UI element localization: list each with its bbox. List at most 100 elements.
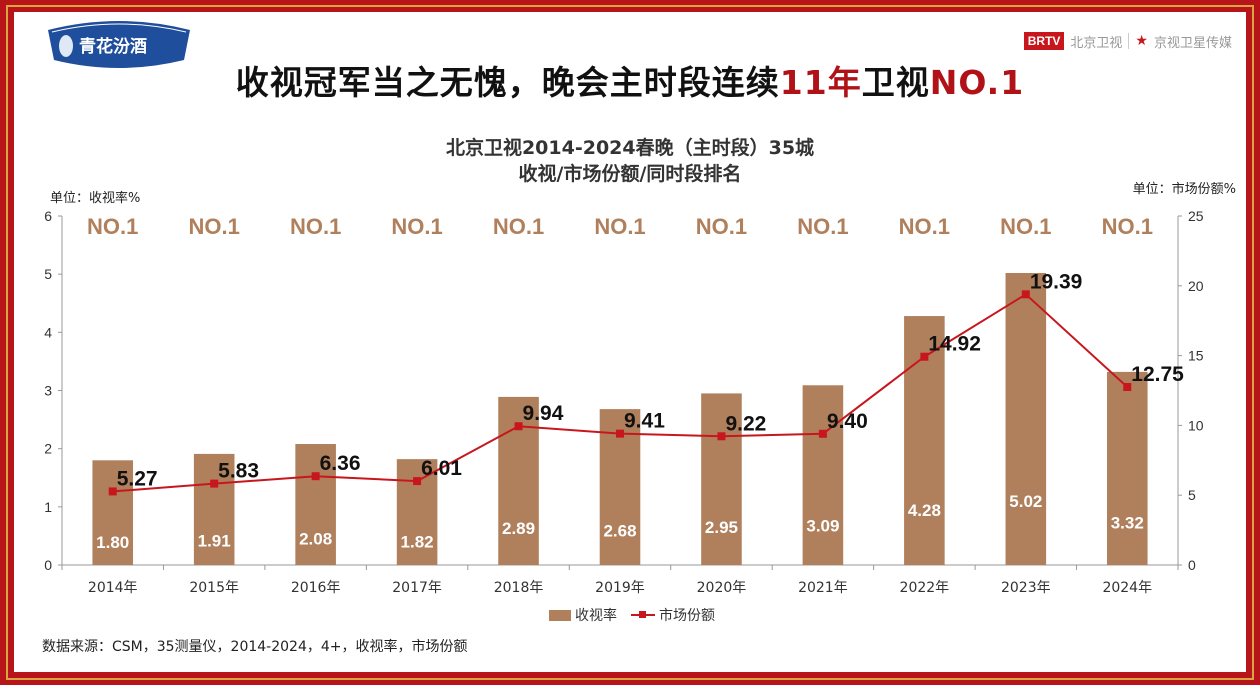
bar-value-label: 4.28 bbox=[908, 501, 941, 520]
data-source-note: 数据来源：CSM，35测量仪，2014-2024，4+，收视率，市场份额 bbox=[42, 639, 468, 655]
gold-border bbox=[6, 5, 1254, 680]
left-axis-unit: 单位：收视率% bbox=[50, 191, 141, 206]
bar-value-label: 1.80 bbox=[96, 533, 129, 552]
right-tick-label: 15 bbox=[1188, 348, 1204, 364]
share-value-label: 5.27 bbox=[117, 467, 158, 490]
share-marker bbox=[1021, 290, 1030, 299]
share-marker bbox=[311, 472, 320, 481]
legend-line-label: 市场份额 bbox=[659, 608, 715, 624]
rank-label: NO.1 bbox=[391, 214, 442, 239]
slide-panel: 青花汾酒 BRTV 北京卫视 ★ 京视卫星传媒 收视冠军当之无愧，晚会主时段连续… bbox=[14, 12, 1246, 672]
share-value-label: 9.40 bbox=[827, 410, 868, 433]
right-tick-label: 20 bbox=[1188, 278, 1204, 294]
rank-label: NO.1 bbox=[189, 214, 240, 239]
share-marker bbox=[717, 432, 726, 441]
rank-label: NO.1 bbox=[899, 214, 950, 239]
rank-label: NO.1 bbox=[87, 214, 138, 239]
legend-line-swatch bbox=[631, 611, 655, 618]
share-value-label: 6.36 bbox=[320, 452, 361, 475]
bar-value-label: 2.68 bbox=[603, 522, 636, 541]
chart-subtitle: 收视/市场份额/同时段排名 bbox=[518, 163, 742, 185]
chart-title: 北京卫视2014-2024春晚（主时段）35城 bbox=[445, 137, 815, 159]
left-tick-label: 5 bbox=[44, 266, 52, 282]
x-tick-label: 2023年 bbox=[1001, 580, 1051, 596]
title-part-2: 11年 bbox=[779, 63, 862, 102]
share-marker bbox=[413, 477, 422, 486]
rank-label: NO.1 bbox=[1102, 214, 1153, 239]
chart-legend: 收视率 市场份额 bbox=[549, 605, 715, 625]
x-tick-label: 2017年 bbox=[392, 580, 442, 596]
right-tick-label: 5 bbox=[1188, 487, 1196, 503]
share-marker bbox=[1123, 383, 1132, 392]
x-tick-label: 2022年 bbox=[900, 580, 950, 596]
share-value-label: 9.22 bbox=[725, 412, 766, 435]
combo-chart: 0 1 2 3 4 5 6 0 5 10 15 20 25 2014年 2015年 2016年 2017年 201… bbox=[44, 208, 1204, 596]
share-value-label: 9.94 bbox=[523, 402, 564, 425]
title-part-1: 收视冠军当之无愧，晚会主时段连续 bbox=[235, 63, 780, 102]
bar-value-label: 2.08 bbox=[299, 529, 332, 548]
brand-divider bbox=[1128, 33, 1130, 49]
left-tick-label: 4 bbox=[44, 324, 52, 340]
share-value-label: 6.01 bbox=[421, 457, 462, 480]
bar-value-label: 2.89 bbox=[502, 519, 535, 538]
title-part-3: 卫视 bbox=[861, 63, 930, 102]
bar-2015年 bbox=[193, 453, 235, 565]
right-tick-label: 10 bbox=[1188, 417, 1204, 433]
bar-value-label: 5.02 bbox=[1009, 492, 1042, 511]
share-value-label: 14.92 bbox=[928, 333, 981, 356]
share-marker bbox=[210, 479, 219, 488]
bar-value-label: 3.09 bbox=[806, 516, 839, 535]
bar-value-label: 1.91 bbox=[198, 532, 231, 551]
share-value-label: 5.83 bbox=[218, 460, 259, 483]
rank-label: NO.1 bbox=[594, 214, 645, 239]
legend-bar-label: 收视率 bbox=[575, 608, 617, 624]
brand-logo: 青花汾酒 bbox=[48, 21, 190, 68]
slogan: 京视卫星传媒 bbox=[1153, 35, 1232, 51]
x-tick-label: 2015年 bbox=[189, 580, 239, 596]
legend-item-bar: 收视率 bbox=[549, 605, 617, 625]
share-marker bbox=[818, 429, 827, 438]
chart-title-block: 北京卫视2014-2024春晚（主时段）35城 收视/市场份额/同时段排名 bbox=[14, 135, 1246, 187]
x-tick-label: 2021年 bbox=[798, 580, 848, 596]
left-tick-label: 0 bbox=[44, 557, 52, 573]
rank-label: NO.1 bbox=[493, 214, 544, 239]
bar-2014年 bbox=[92, 460, 134, 565]
bar-value-label: 1.82 bbox=[401, 533, 434, 552]
left-tick-label: 1 bbox=[44, 499, 52, 515]
bar-2016年 bbox=[295, 444, 336, 565]
share-value-label: 9.41 bbox=[624, 410, 665, 433]
x-tick-label: 2016年 bbox=[291, 580, 341, 596]
star-icon: ★ bbox=[1135, 33, 1148, 49]
legend-bar-swatch bbox=[549, 609, 571, 621]
bar-2017年 bbox=[396, 459, 438, 565]
right-tick-label: 0 bbox=[1188, 557, 1196, 573]
page-title: 收视冠军当之无愧，晚会主时段连续11年卫视NO.1 bbox=[14, 56, 1246, 104]
share-marker bbox=[108, 487, 117, 496]
share-value-label: 19.39 bbox=[1030, 270, 1083, 293]
x-tick-label: 2014年 bbox=[88, 580, 138, 596]
left-tick-label: 3 bbox=[44, 383, 52, 399]
right-tick-label: 25 bbox=[1188, 208, 1204, 224]
share-value-label: 12.75 bbox=[1131, 363, 1184, 386]
right-axis-unit: 单位：市场份额% bbox=[1132, 182, 1236, 197]
x-tick-label: 2024年 bbox=[1102, 580, 1152, 596]
left-tick-label: 6 bbox=[44, 208, 52, 224]
bar-2024年 bbox=[1106, 371, 1148, 565]
title-part-4: NO.1 bbox=[929, 63, 1025, 102]
logo-text: 青花汾酒 bbox=[79, 36, 147, 57]
bar-2021年 bbox=[802, 385, 844, 565]
rank-label: NO.1 bbox=[1000, 214, 1051, 239]
rank-label: NO.1 bbox=[290, 214, 341, 239]
share-marker bbox=[920, 352, 929, 361]
x-tick-label: 2020年 bbox=[697, 580, 747, 596]
share-marker bbox=[514, 422, 523, 431]
rank-label: NO.1 bbox=[797, 214, 848, 239]
brtv-badge: BRTV bbox=[1023, 32, 1065, 50]
bar-value-label: 2.95 bbox=[705, 518, 738, 537]
share-marker bbox=[616, 429, 624, 438]
channel-name: 北京卫视 bbox=[1070, 35, 1123, 51]
x-tick-label: 2019年 bbox=[595, 580, 645, 596]
channel-brand: BRTV 北京卫视 ★ 京视卫星传媒 bbox=[1023, 30, 1232, 52]
bar-value-label: 3.32 bbox=[1111, 514, 1144, 533]
